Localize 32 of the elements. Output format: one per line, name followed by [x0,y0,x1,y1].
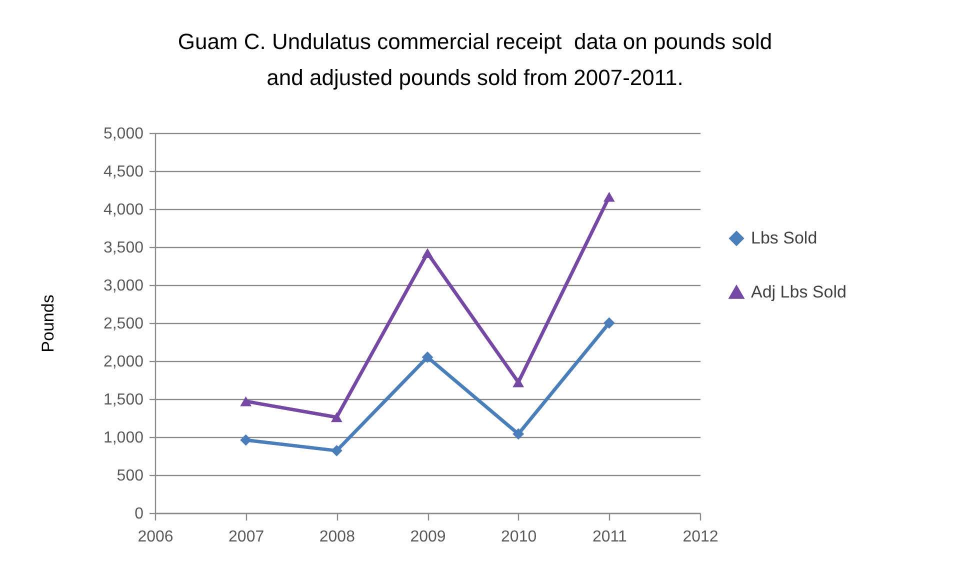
x-tick-label: 2012 [682,528,718,546]
x-tick-label: 2010 [501,528,537,546]
point [603,317,615,329]
y-axis-title: Pounds [38,294,58,352]
y-tick-label: 4,000 [103,202,144,218]
point [512,428,524,440]
x-tick-label: 2011 [592,528,627,546]
y-tick-label: 1,000 [103,430,144,446]
point [603,192,615,202]
y-tick-label: 2,000 [103,354,144,370]
point [330,444,342,456]
x-tick-label: 2007 [228,528,264,546]
y-tick-label: 500 [116,468,144,484]
x-tick-label: 2008 [319,528,356,546]
point [422,248,434,258]
x-tick-label: 2009 [410,528,446,546]
y-tick-label: 0 [134,506,144,522]
point [422,352,434,363]
point [240,434,252,446]
y-tick-label: 3,000 [103,278,144,294]
chart-title: Guam C. Undulatus commercial receipt data on pounds sold and adjusted pounds sold from 2007-2011. [176,28,774,92]
y-tick-label: 3,500 [103,240,144,256]
y-tick-label: 1,500 [103,392,144,408]
y-tick-label: 4,500 [103,164,144,180]
point [512,377,524,388]
legend-label: Adj Lbs Sold [751,282,846,302]
y-tick-label: 2,500 [103,316,144,332]
point [330,412,342,422]
x-tick-label: 2006 [138,528,174,546]
y-tick-label: 5,000 [103,126,144,142]
legend-label: Lbs Sold [751,228,818,248]
point [240,396,252,406]
